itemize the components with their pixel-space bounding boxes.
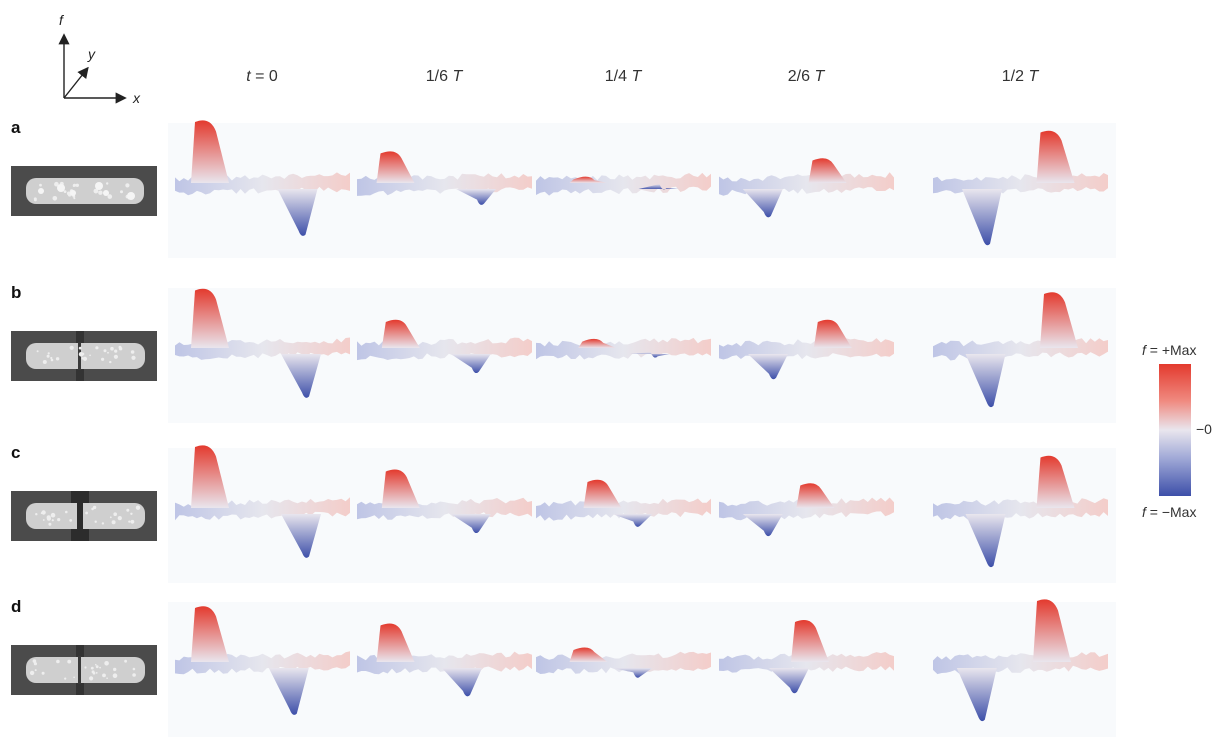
surface-plot-b-4 [928, 275, 1113, 425]
axes-arrows-icon [58, 33, 127, 104]
colorbar: f = +Max −0 f = −Max [1140, 330, 1214, 530]
colorbar-max-label: f = +Max [1142, 342, 1197, 358]
nanorod-image-b [11, 331, 157, 381]
axis-label-y: y [88, 46, 95, 62]
surface-plot-c-2 [531, 435, 716, 585]
axis-label-f: f [59, 12, 63, 28]
column-header-0: t = 0 [246, 68, 278, 85]
nanorod-image-c [11, 491, 157, 541]
surface-plot-a-1 [352, 110, 537, 260]
row-label-c: c [11, 443, 21, 462]
surface-plot-d-1 [352, 589, 537, 739]
surface-plot-d-0 [170, 589, 355, 739]
surface-plot-d-2 [531, 589, 716, 739]
colorbar-zero-label: −0 [1196, 421, 1212, 437]
colorbar-gradient [1159, 364, 1191, 496]
nanorod-image-d [11, 645, 157, 695]
column-header-4: 1/2 T [1001, 68, 1039, 85]
surface-plot-a-4 [928, 110, 1113, 260]
surface-plot-a-3 [714, 110, 899, 260]
nanorod-image-a [11, 166, 157, 216]
row-label-a: a [11, 118, 21, 137]
row-label-d: d [11, 597, 22, 616]
axes-icon: f y x [50, 12, 160, 108]
surface-plot-d-3 [714, 589, 899, 739]
column-header-2: 1/4 T [604, 68, 642, 85]
row-label-b: b [11, 283, 22, 302]
surface-plot-b-0 [170, 275, 355, 425]
surface-plot-c-1 [352, 435, 537, 585]
surface-plot-c-4 [928, 435, 1113, 585]
column-header-1: 1/6 T [425, 68, 463, 85]
surface-plot-b-1 [352, 275, 537, 425]
surface-plot-a-2 [531, 110, 716, 260]
colorbar-min-label: f = −Max [1142, 504, 1197, 520]
surface-plot-c-0 [170, 435, 355, 585]
surface-plot-b-2 [531, 275, 716, 425]
column-header-3: 2/6 T [787, 68, 825, 85]
surface-plot-b-3 [714, 275, 899, 425]
surface-plot-a-0 [170, 110, 355, 260]
surface-plot-d-4 [928, 589, 1113, 739]
surface-plot-c-3 [714, 435, 899, 585]
axis-label-x: x [133, 90, 140, 106]
